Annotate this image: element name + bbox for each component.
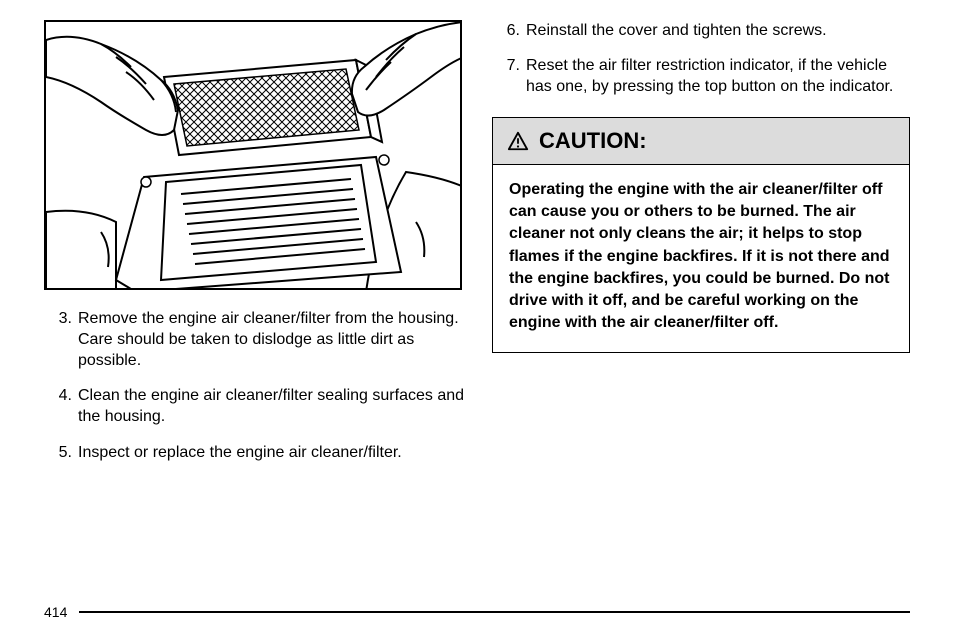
step-5: 5. Inspect or replace the engine air cle… [44, 442, 464, 463]
step-4: 4. Clean the engine air cleaner/filter s… [44, 385, 464, 427]
caution-label: CAUTION: [539, 128, 647, 154]
steps-right: 6. Reinstall the cover and tighten the s… [492, 20, 910, 97]
caution-header: CAUTION: [493, 118, 909, 165]
page-content: 3. Remove the engine air cleaner/filter … [0, 0, 954, 477]
page-footer: 414 [44, 604, 910, 620]
step-number: 7. [492, 55, 526, 97]
air-filter-illustration [44, 20, 462, 290]
step-text: Clean the engine air cleaner/filter seal… [78, 385, 464, 427]
steps-left: 3. Remove the engine air cleaner/filter … [44, 308, 464, 463]
warning-triangle-icon [507, 130, 529, 152]
step-text: Reset the air filter restriction indicat… [526, 55, 910, 97]
step-text: Inspect or replace the engine air cleane… [78, 442, 464, 463]
footer-rule [79, 611, 910, 613]
caution-box: CAUTION: Operating the engine with the a… [492, 117, 910, 353]
step-number: 5. [44, 442, 78, 463]
caution-body: Operating the engine with the air cleane… [493, 165, 909, 352]
step-number: 4. [44, 385, 78, 427]
step-7: 7. Reset the air filter restriction indi… [492, 55, 910, 97]
page-number: 414 [44, 604, 67, 620]
step-3: 3. Remove the engine air cleaner/filter … [44, 308, 464, 371]
step-6: 6. Reinstall the cover and tighten the s… [492, 20, 910, 41]
step-text: Reinstall the cover and tighten the scre… [526, 20, 910, 41]
step-number: 6. [492, 20, 526, 41]
step-text: Remove the engine air cleaner/filter fro… [78, 308, 464, 371]
step-number: 3. [44, 308, 78, 371]
left-column: 3. Remove the engine air cleaner/filter … [44, 20, 464, 477]
right-column: 6. Reinstall the cover and tighten the s… [492, 20, 910, 477]
